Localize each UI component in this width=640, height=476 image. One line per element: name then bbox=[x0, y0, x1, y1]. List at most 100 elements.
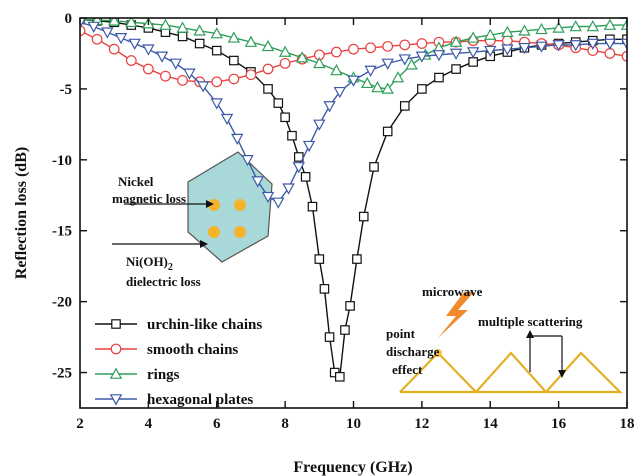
data-point bbox=[451, 64, 461, 74]
data-point bbox=[292, 162, 306, 174]
data-point bbox=[210, 98, 223, 110]
data-point bbox=[569, 20, 582, 32]
y-tick-label: -20 bbox=[52, 295, 72, 311]
hexagon-plate-inset: Nickel magnetic loss Ni(OH)2 dielectric … bbox=[112, 151, 273, 289]
point-discharge-line1: point bbox=[386, 326, 416, 341]
nickel-label-line2: magnetic loss bbox=[112, 191, 186, 206]
x-tick-label: 16 bbox=[551, 416, 567, 432]
data-point bbox=[484, 28, 497, 40]
data-point bbox=[287, 130, 297, 141]
data-point bbox=[620, 38, 627, 50]
data-point bbox=[501, 25, 514, 37]
data-point bbox=[371, 81, 384, 93]
nickel-arrow-head bbox=[206, 200, 214, 208]
data-point bbox=[193, 24, 206, 36]
data-point bbox=[468, 57, 478, 67]
series-layer bbox=[80, 18, 627, 382]
y-tick-label: -25 bbox=[52, 366, 72, 382]
nickel-particle bbox=[208, 226, 220, 238]
legend-entry: smooth chains bbox=[95, 342, 238, 358]
legend-label: smooth chains bbox=[147, 342, 238, 358]
data-point bbox=[319, 284, 330, 294]
data-point bbox=[80, 18, 86, 29]
multiple-scattering-label: multiple scattering bbox=[478, 314, 583, 329]
data-point bbox=[586, 38, 600, 50]
data-point bbox=[183, 68, 196, 80]
legend-label: rings bbox=[147, 367, 180, 383]
x-tick-label: 8 bbox=[281, 416, 289, 432]
data-point bbox=[358, 211, 369, 222]
point-discharge-line3: effect bbox=[392, 362, 423, 377]
data-point bbox=[211, 76, 223, 88]
data-point bbox=[348, 43, 359, 55]
y-tick-label: 0 bbox=[65, 11, 73, 27]
x-tick-label: 4 bbox=[145, 416, 153, 432]
data-point bbox=[381, 82, 394, 94]
scatter-arrow-up-head bbox=[526, 330, 534, 338]
data-point bbox=[352, 254, 362, 264]
legend-entry: hexagonal plates bbox=[95, 392, 253, 408]
legend-marker bbox=[109, 394, 123, 406]
data-point bbox=[262, 63, 274, 75]
data-point bbox=[417, 84, 427, 94]
data-point bbox=[211, 45, 222, 56]
data-point bbox=[177, 74, 188, 86]
data-point bbox=[569, 40, 582, 52]
legend-marker bbox=[111, 319, 121, 329]
data-point bbox=[391, 71, 405, 83]
data-point bbox=[107, 18, 121, 26]
data-point bbox=[313, 56, 326, 69]
data-point bbox=[347, 75, 360, 87]
data-point bbox=[114, 33, 128, 45]
legend-marker bbox=[110, 343, 122, 355]
data-point bbox=[91, 33, 103, 45]
data-point bbox=[80, 25, 86, 37]
data-point bbox=[108, 43, 120, 55]
data-point bbox=[313, 119, 326, 131]
legend-label: urchin-like chains bbox=[147, 317, 262, 333]
discharge-point bbox=[434, 349, 442, 357]
data-point bbox=[128, 38, 141, 50]
data-point bbox=[273, 98, 284, 108]
data-point bbox=[345, 301, 355, 311]
x-tick-label: 12 bbox=[414, 416, 429, 432]
data-point bbox=[279, 57, 291, 69]
x-tick-label: 2 bbox=[76, 416, 84, 432]
nickel-particle bbox=[234, 226, 246, 238]
data-point bbox=[501, 44, 514, 56]
data-point bbox=[307, 201, 318, 212]
data-point bbox=[210, 27, 223, 39]
data-point bbox=[244, 35, 258, 47]
data-point bbox=[194, 38, 205, 49]
data-point bbox=[399, 39, 411, 51]
data-point bbox=[535, 22, 548, 35]
data-point bbox=[603, 38, 617, 50]
data-point bbox=[415, 51, 429, 63]
data-point bbox=[449, 35, 463, 47]
data-point bbox=[245, 69, 257, 81]
data-point bbox=[261, 39, 275, 52]
scatter-arrow-down-head bbox=[558, 370, 566, 378]
data-point bbox=[382, 126, 393, 137]
data-point bbox=[603, 18, 617, 30]
data-point bbox=[142, 44, 155, 56]
data-point bbox=[169, 58, 182, 70]
data-point bbox=[125, 18, 138, 28]
data-point bbox=[449, 48, 463, 60]
data-point bbox=[586, 20, 600, 32]
data-point bbox=[300, 172, 311, 182]
legend-entry: urchin-like chains bbox=[95, 317, 262, 333]
series-rings bbox=[80, 18, 627, 94]
data-point bbox=[340, 325, 350, 335]
x-tick-label: 18 bbox=[620, 416, 635, 432]
data-point bbox=[382, 40, 394, 52]
x-tick-label: 10 bbox=[346, 416, 361, 432]
y-axis-title: Reflection loss (dB) bbox=[13, 147, 30, 279]
data-point bbox=[518, 24, 531, 36]
data-point bbox=[381, 58, 394, 70]
data-point bbox=[159, 18, 172, 30]
data-point bbox=[331, 46, 342, 58]
data-point bbox=[501, 35, 513, 47]
data-point bbox=[416, 38, 428, 49]
data-point bbox=[227, 31, 241, 43]
